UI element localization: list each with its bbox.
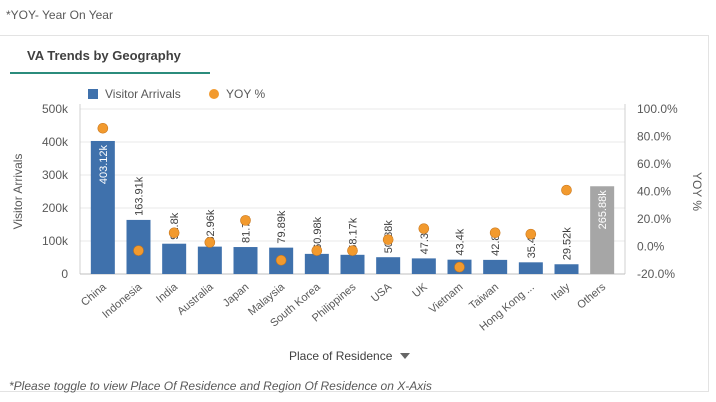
bar [483,259,508,274]
y-tick-label: 200k [42,201,69,215]
x-tick-label: USA [369,281,395,305]
bar [411,258,436,274]
x-tick-label: UK [410,281,430,300]
bar [304,253,329,274]
y2-tick-label: 20.0% [637,212,671,226]
y2-tick-label: 60.0% [637,157,671,171]
bar [162,243,187,274]
y-tick-label: 300k [42,168,69,182]
y-tick-label: 0 [61,267,68,281]
yoy-point [204,237,216,248]
va-trends-chart[interactable]: 0 100k 200k 300k 400k 500k -20.0% 0.0% 20.0% 40.0… [0,44,716,344]
active-tab-indicator [10,72,210,74]
yoy-point [347,245,358,256]
bar [197,246,222,274]
bar-value-label: 29.52k [562,227,574,261]
bar [340,254,365,274]
bar-value-label: 58.17k [348,217,360,251]
yoy-footnote: *YOY- Year On Year [6,8,113,22]
x-tick-label: Japan [221,281,252,309]
legend-label: Visitor Arrivals [105,87,181,101]
bar-value-label: 79.89k [276,210,288,244]
chart-tab-title[interactable]: VA Trends by Geography [27,48,181,63]
bar-value-label: 47.3k [419,227,431,254]
yoy-point [525,228,537,240]
bar [554,264,579,274]
bar-value-label: 43.4k [455,228,467,255]
bar-value-label: 163.91k [134,176,146,216]
x-axis-dimension-selector[interactable]: Place of Residence [289,349,411,363]
yoy-point [240,215,251,226]
chart-panel: VA Trends by Geography [0,35,709,392]
y2-tick-label: 0.0% [637,240,665,254]
x-tick-label: Others [575,281,608,312]
bar [233,247,258,274]
y-axis-title: Visitor Arrivals [11,154,25,230]
legend-label: YOY % [226,87,265,101]
yoy-point [311,245,323,256]
y2-tick-label: 100.0% [637,102,678,116]
legend-square-marker [88,89,98,99]
bar-value-label: 403.12k [98,144,110,184]
yoy-point [133,245,144,256]
yoy-point [489,227,501,239]
x-tick-label: Australia [175,281,216,318]
chevron-down-icon [400,353,411,359]
bar [518,262,543,274]
yoy-point [454,261,465,273]
yoy-point [168,227,180,239]
bar-value-label: 265.88k [597,190,609,230]
yoy-point [382,234,394,245]
x-tick-label: India [154,281,181,306]
x-tick-label: Italy [549,281,573,303]
y2-tick-label: 40.0% [637,185,671,199]
bar [376,257,401,274]
y-tick-label: 100k [42,234,69,248]
bar-value-label: 82.96k [205,209,217,243]
bar [90,140,115,274]
yoy-point [97,122,109,134]
chart-container: 0 100k 200k 300k 400k 500k -20.0% 0.0% 20.0% 40.0… [0,44,716,349]
y-tick-label: 500k [42,102,69,116]
bar [590,186,615,274]
x-tick-label: Indonesia [100,281,145,321]
y-tick-label: 400k [42,135,69,149]
y2-tick-label: 80.0% [637,130,671,144]
toggle-hint-note: *Please toggle to view Place Of Residenc… [9,379,432,393]
x-axis-title: Place of Residence [289,349,393,363]
bar-value-label: 60.98k [312,216,324,250]
legend-circle-marker [209,89,219,99]
yoy-point [418,223,430,234]
x-tick-label: China [79,281,109,309]
yoy-point [561,184,572,196]
y2-tick-label: -20.0% [637,267,675,281]
y2-axis-title: YOY % [690,172,704,211]
x-tick-label: Vietnam [427,281,465,316]
yoy-point [275,254,287,266]
